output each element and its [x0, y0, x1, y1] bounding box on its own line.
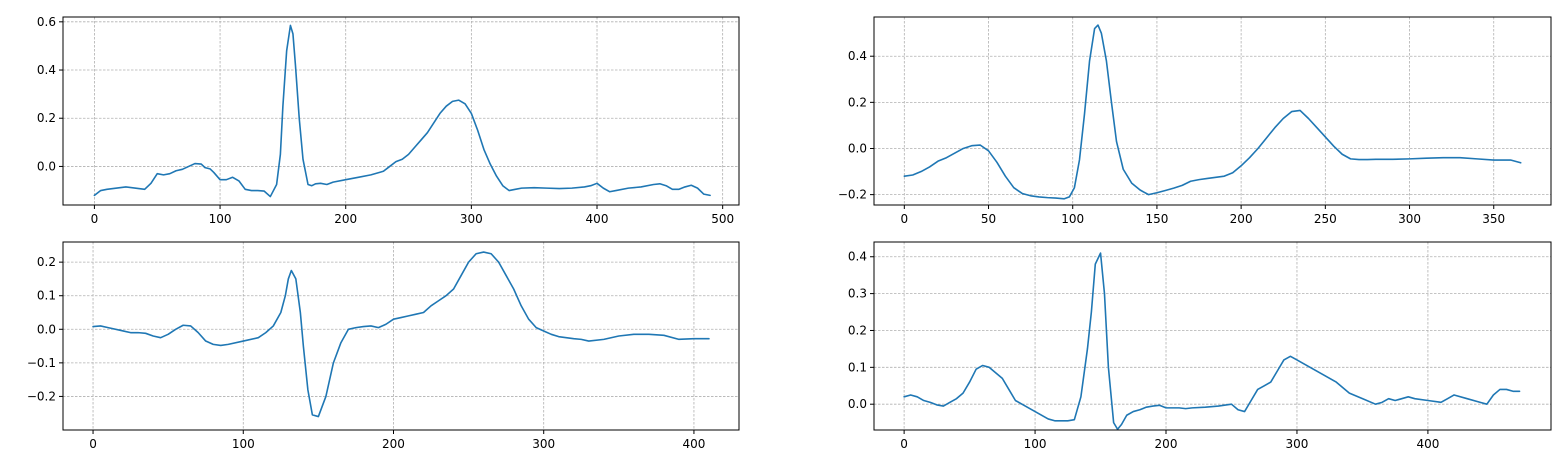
x-tick-label: 150: [1145, 212, 1168, 226]
y-tick-label: −0.2: [27, 389, 56, 403]
x-tick-label: 50: [981, 212, 996, 226]
y-tick-label: 0.1: [848, 360, 867, 374]
y-tick-label: 0.2: [848, 95, 867, 109]
subplot-1: 0 100 200 300 400 500 0.0 0.2 0.4 0.6: [37, 15, 740, 226]
subplot-3: 0 100 200 300 400 −0.2 −0.1 0.0 0.1 0.2: [27, 241, 740, 451]
x-tick-label: 400: [1416, 437, 1439, 451]
y-tick-label: 0.1: [37, 289, 56, 303]
y-tick-label: 0.2: [37, 255, 56, 269]
y-tick-label: 0.0: [37, 159, 56, 173]
y-tick-label: 0.4: [37, 63, 56, 77]
x-tick-label: 200: [1155, 437, 1178, 451]
axes-frame: [873, 16, 1552, 206]
subplot-2: 0 50 100 150 200 250 300 350 −0.2 0.0 0.2 0.4: [838, 16, 1552, 226]
y-tick-label: −0.1: [27, 356, 56, 370]
series-line: [903, 24, 1522, 200]
x-tick-label: 400: [586, 212, 609, 226]
y-tick-label: 0.2: [848, 323, 867, 337]
x-tick-label: 100: [1061, 212, 1084, 226]
x-tick-label: 0: [900, 212, 908, 226]
x-tick-label: 0: [900, 437, 908, 451]
x-tick-label: 300: [1286, 437, 1309, 451]
x-tick-label: 100: [232, 437, 255, 451]
x-tick-label: 200: [334, 212, 357, 226]
x-tick-label: 0: [89, 437, 97, 451]
subplot-4: 0 100 200 300 400 0.0 0.1 0.2 0.3 0.4: [848, 241, 1552, 451]
axes-frame: [62, 16, 740, 206]
x-tick-label: 100: [1024, 437, 1047, 451]
x-tick-label: 200: [1230, 212, 1253, 226]
x-tick-label: 0: [91, 212, 99, 226]
x-tick-label: 400: [682, 437, 705, 451]
x-tick-label: 300: [1398, 212, 1421, 226]
x-tick-label: 100: [209, 212, 232, 226]
series-line: [92, 251, 710, 418]
axes-frame: [873, 241, 1552, 431]
x-tick-label: 500: [711, 212, 734, 226]
y-tick-label: −0.2: [838, 188, 867, 202]
y-tick-label: 0.2: [37, 111, 56, 125]
y-tick-label: 0.3: [848, 287, 867, 301]
y-tick-label: 0.0: [848, 141, 867, 155]
axes-frame: [62, 241, 740, 431]
x-tick-label: 350: [1482, 212, 1505, 226]
x-tick-label: 200: [382, 437, 405, 451]
y-tick-label: 0.0: [37, 322, 56, 336]
series-line: [93, 24, 711, 198]
series-line: [903, 252, 1521, 431]
x-tick-label: 300: [460, 212, 483, 226]
y-tick-label: 0.4: [848, 49, 867, 63]
y-tick-label: 0.0: [848, 397, 867, 411]
y-tick-label: 0.6: [37, 15, 56, 29]
x-tick-label: 300: [532, 437, 555, 451]
x-tick-label: 250: [1314, 212, 1337, 226]
y-tick-label: 0.4: [848, 250, 867, 264]
